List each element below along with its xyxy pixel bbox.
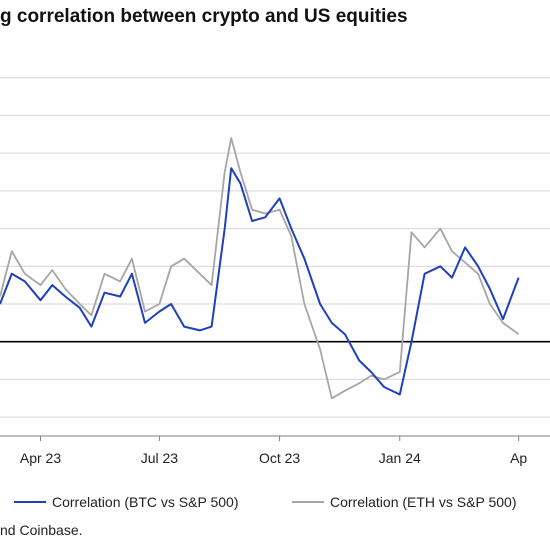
legend-item-btc: Correlation (BTC vs S&P 500) — [14, 494, 238, 510]
x-tick-label-0: Apr 23 — [19, 450, 62, 466]
chart-title: g correlation between crypto and US equi… — [0, 6, 408, 27]
x-tick-label-3: Jan 24 — [378, 450, 421, 466]
x-tick-label-2: Oct 23 — [258, 450, 301, 466]
x-tick-label-1: Jul 23 — [140, 450, 179, 466]
legend-swatch-btc — [14, 501, 46, 503]
legend-label-btc: Correlation (BTC vs S&P 500) — [52, 494, 239, 510]
legend-label-eth: Correlation (ETH vs S&P 500) — [330, 494, 517, 510]
legend-swatch-eth — [292, 501, 324, 503]
legend-item-eth: Correlation (ETH vs S&P 500) — [292, 494, 516, 510]
source-note: nd Coinbase. — [0, 522, 83, 538]
series-line-eth — [0, 137, 520, 400]
series-line-btc — [0, 167, 520, 396]
x-tick-label-4: Ap — [510, 450, 528, 466]
